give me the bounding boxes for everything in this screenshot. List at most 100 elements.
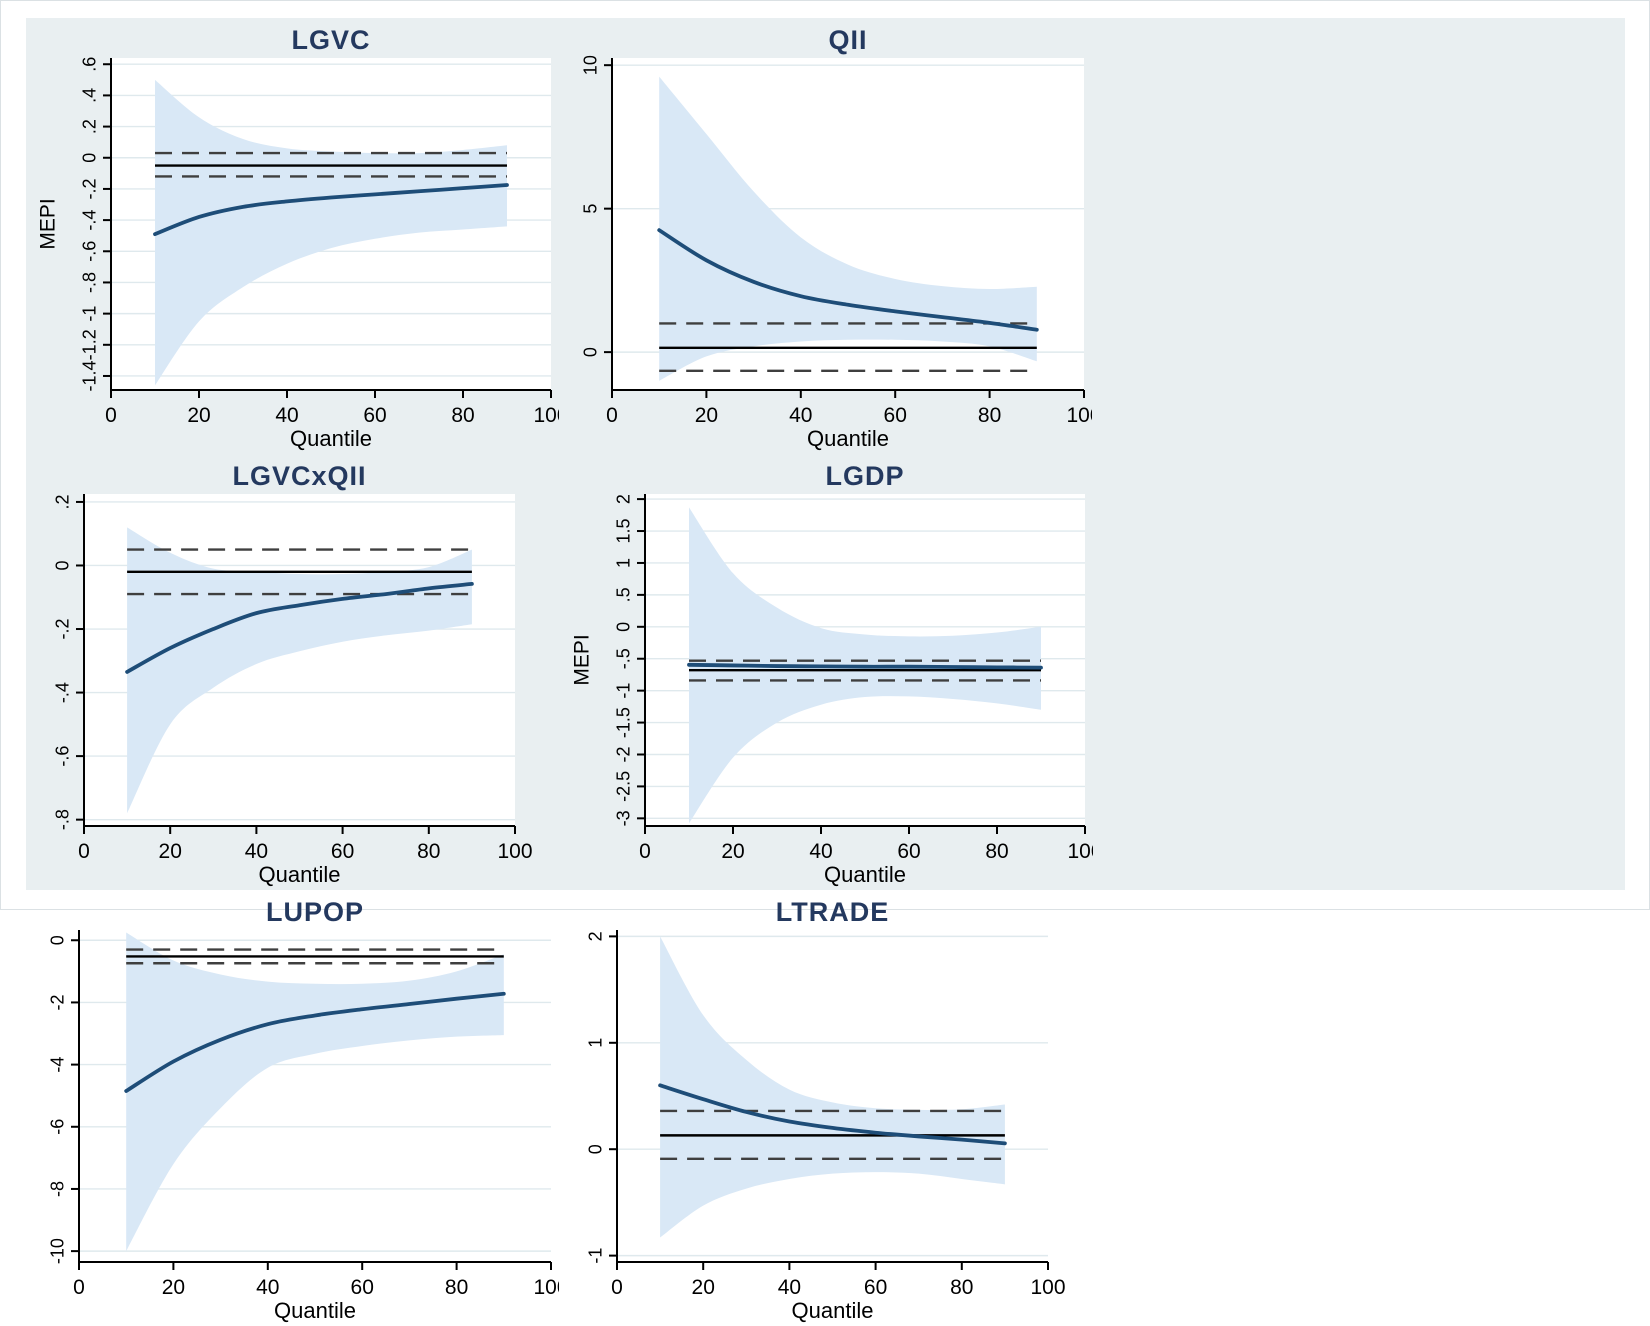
svg-text:20: 20: [695, 404, 718, 427]
svg-text:100: 100: [1067, 840, 1093, 863]
svg-text:0: 0: [614, 622, 634, 632]
svg-text:1.5: 1.5: [614, 519, 634, 544]
svg-text:0: 0: [611, 1276, 623, 1299]
svg-text:40: 40: [778, 1276, 801, 1299]
svg-text:0: 0: [639, 840, 651, 863]
svg-text:0: 0: [606, 404, 618, 427]
panel-title-lgdp: LGDP: [825, 461, 905, 491]
svg-text:-.8: -.8: [53, 809, 73, 830]
svg-text:20: 20: [721, 840, 744, 863]
svg-text:40: 40: [275, 404, 298, 427]
svg-text:100: 100: [1030, 1276, 1065, 1299]
svg-text:0: 0: [73, 1276, 85, 1299]
svg-text:1: 1: [614, 558, 634, 568]
svg-text:40: 40: [245, 840, 268, 863]
lupop-chart-canvas: 0-2-4-6-8-10020406080100Quantile: [48, 930, 559, 1323]
svg-text:.6: .6: [80, 57, 100, 72]
svg-text:80: 80: [950, 1276, 973, 1299]
svg-text:-.4: -.4: [80, 210, 100, 231]
panel-title-lgvcxqii: LGVCxQII: [232, 461, 367, 491]
svg-text:40: 40: [809, 840, 832, 863]
svg-text:-.6: -.6: [80, 241, 100, 262]
svg-text:-1: -1: [80, 306, 100, 322]
svg-text:-6: -6: [48, 1119, 68, 1135]
svg-text:Quantile: Quantile: [259, 862, 341, 887]
svg-text:-4: -4: [48, 1057, 68, 1073]
svg-text:-10: -10: [48, 1238, 68, 1264]
svg-text:60: 60: [331, 840, 354, 863]
svg-text:MEPI: MEPI: [37, 198, 60, 249]
svg-text:Quantile: Quantile: [807, 426, 889, 451]
svg-text:0: 0: [53, 560, 73, 570]
svg-text:60: 60: [884, 404, 907, 427]
svg-text:80: 80: [985, 840, 1008, 863]
svg-text:-8: -8: [48, 1181, 68, 1197]
panel-lgvcxqii: LGVCxQII .2 0 -.2 -.4 -.6 -.8 0 20 40 60 80 100 Quan…: [26, 454, 560, 890]
svg-text:80: 80: [445, 1276, 468, 1299]
svg-text:100: 100: [1066, 404, 1092, 427]
panel-ltrade: LTRADE 2 1 0 -1 0 20 40 60 80 100 Quantile: [559, 890, 1093, 1326]
svg-text:-2: -2: [48, 994, 68, 1010]
svg-text:60: 60: [864, 1276, 887, 1299]
svg-text:10: 10: [581, 55, 601, 75]
ltrade-chart-canvas: 2 1 0 -1 0 20 40 60 80 100 Quantile: [586, 930, 1066, 1323]
svg-text:40: 40: [789, 404, 812, 427]
svg-text:100: 100: [497, 840, 532, 863]
svg-text:20: 20: [159, 840, 182, 863]
svg-text:-1.4: -1.4: [80, 360, 100, 391]
svg-text:0: 0: [78, 840, 90, 863]
svg-text:-.2: -.2: [80, 178, 100, 199]
svg-text:100: 100: [533, 1276, 559, 1299]
svg-text:40: 40: [256, 1276, 279, 1299]
svg-text:.2: .2: [80, 119, 100, 134]
svg-text:0: 0: [48, 935, 68, 945]
svg-text:-2: -2: [614, 746, 634, 762]
svg-text:2: 2: [614, 494, 634, 504]
svg-text:MEPI: MEPI: [571, 634, 594, 685]
lgdp-chart-canvas: 21.51.50-.5-1-1.5-2-2.5-3020406080100Qua…: [571, 494, 1093, 887]
svg-text:0: 0: [80, 153, 100, 163]
svg-text:0: 0: [105, 404, 117, 427]
svg-text:0: 0: [586, 1144, 606, 1154]
svg-text:-.8: -.8: [80, 272, 100, 293]
svg-text:.2: .2: [53, 494, 73, 509]
svg-text:.5: .5: [614, 587, 634, 602]
svg-text:-.5: -.5: [614, 648, 634, 669]
svg-text:5: 5: [581, 204, 601, 214]
panel-title-lgvc: LGVC: [291, 25, 371, 55]
svg-text:2: 2: [586, 931, 606, 941]
svg-text:80: 80: [978, 404, 1001, 427]
svg-text:20: 20: [162, 1276, 185, 1299]
svg-text:20: 20: [187, 404, 210, 427]
svg-text:1: 1: [586, 1038, 606, 1048]
svg-text:60: 60: [363, 404, 386, 427]
svg-text:-.4: -.4: [53, 682, 73, 703]
svg-text:100: 100: [533, 404, 559, 427]
quantile-regression-figure: LGVC .6.4.2 0 -.2 -.4 -.6 -.8 -1 -1.2 -1.4 0 20 40 6…: [26, 18, 1625, 1323]
svg-text:-3: -3: [614, 810, 634, 826]
svg-text:-1: -1: [614, 683, 634, 699]
svg-text:Quantile: Quantile: [290, 426, 372, 451]
svg-text:60: 60: [897, 840, 920, 863]
svg-text:80: 80: [417, 840, 440, 863]
svg-text:Quantile: Quantile: [274, 1298, 356, 1323]
svg-text:20: 20: [692, 1276, 715, 1299]
svg-text:-2.5: -2.5: [614, 771, 634, 802]
svg-text:-.6: -.6: [53, 746, 73, 767]
svg-text:Quantile: Quantile: [792, 1298, 874, 1323]
panel-qii: QII 10 5 0 0 20 40 60 80 100 Quantile: [559, 18, 1092, 454]
svg-text:60: 60: [351, 1276, 374, 1299]
svg-text:-.2: -.2: [53, 619, 73, 640]
panel-lupop: LUPOP 0-2-4-6-8-10020406080100Quantile: [26, 890, 559, 1326]
panel-title-qii: QII: [828, 25, 868, 55]
svg-text:Quantile: Quantile: [824, 862, 906, 887]
svg-text:-1: -1: [586, 1248, 606, 1264]
svg-text:0: 0: [581, 347, 601, 357]
lgvc-chart-canvas: .6.4.20-.2-.4-.6-.8-1-1.2-1.40 20 40 60 80 10…: [37, 57, 559, 451]
svg-text:-1.2: -1.2: [80, 329, 100, 360]
panel-lgvc: LGVC .6.4.2 0 -.2 -.4 -.6 -.8 -1 -1.2 -1.4 0 20 40 6…: [26, 18, 559, 454]
qii-chart-canvas: 10 5 0 0 20 40 60 80 100 Quantile: [581, 55, 1092, 451]
svg-text:80: 80: [451, 404, 474, 427]
